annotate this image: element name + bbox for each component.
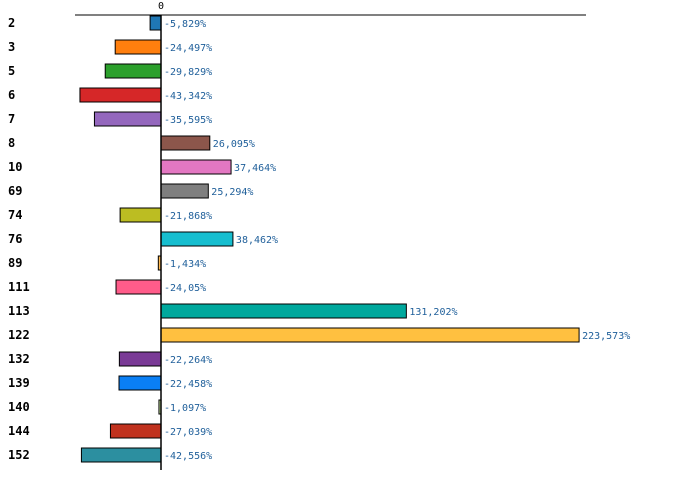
- value-label: -5,829%: [164, 19, 206, 30]
- bar: [80, 447, 162, 463]
- bars-group: 2 -5,829% 3 -24,497% 5 -29,829% 6 -43,342% 7 -35,…: [8, 15, 630, 463]
- bar: [160, 159, 232, 175]
- category-label: 144: [8, 424, 30, 438]
- bar: [114, 39, 162, 55]
- category-label: 10: [8, 160, 22, 174]
- category-label: 3: [8, 40, 15, 54]
- bar: [160, 327, 580, 343]
- category-label: 69: [8, 184, 22, 198]
- category-label: 7: [8, 112, 15, 126]
- category-label: 2: [8, 16, 15, 30]
- value-label: -24,05%: [164, 283, 206, 294]
- bar: [160, 135, 211, 151]
- category-label: 113: [8, 304, 30, 318]
- category-label: 111: [8, 280, 30, 294]
- value-label: 25,294%: [211, 187, 253, 198]
- value-label: -24,497%: [164, 43, 212, 54]
- value-label: -35,595%: [164, 115, 212, 126]
- category-label: 6: [8, 88, 15, 102]
- bar: [104, 63, 162, 79]
- value-label: 26,095%: [213, 139, 255, 150]
- tick-label-zero: 0: [158, 1, 164, 12]
- category-label: 132: [8, 352, 30, 366]
- category-label: 8: [8, 136, 15, 150]
- bar: [115, 279, 162, 295]
- bar: [109, 423, 162, 439]
- category-label: 76: [8, 232, 22, 246]
- value-label: -22,264%: [164, 355, 212, 366]
- category-label: 122: [8, 328, 30, 342]
- category-label: 152: [8, 448, 30, 462]
- value-label: 223,573%: [582, 331, 630, 342]
- value-label: -1,434%: [164, 259, 206, 270]
- value-label: -22,458%: [164, 379, 212, 390]
- bar: [160, 231, 234, 247]
- bar: [119, 207, 162, 223]
- bar: [160, 303, 407, 319]
- bar: [149, 15, 162, 31]
- value-label: -29,829%: [164, 67, 212, 78]
- category-label: 74: [8, 208, 22, 222]
- bar: [118, 351, 162, 367]
- bar: [118, 375, 162, 391]
- category-label: 5: [8, 64, 15, 78]
- value-label: 131,202%: [409, 307, 457, 318]
- category-label: 89: [8, 256, 22, 270]
- value-label: 38,462%: [236, 235, 278, 246]
- bar: [160, 183, 209, 199]
- value-label: -1,097%: [164, 403, 206, 414]
- bar: [79, 87, 162, 103]
- value-label: -42,556%: [164, 451, 212, 462]
- value-label: 37,464%: [234, 163, 276, 174]
- value-label: -21,868%: [164, 211, 212, 222]
- value-label: -43,342%: [164, 91, 212, 102]
- bar: [93, 111, 162, 127]
- value-label: -27,039%: [164, 427, 212, 438]
- category-label: 140: [8, 400, 30, 414]
- category-label: 139: [8, 376, 30, 390]
